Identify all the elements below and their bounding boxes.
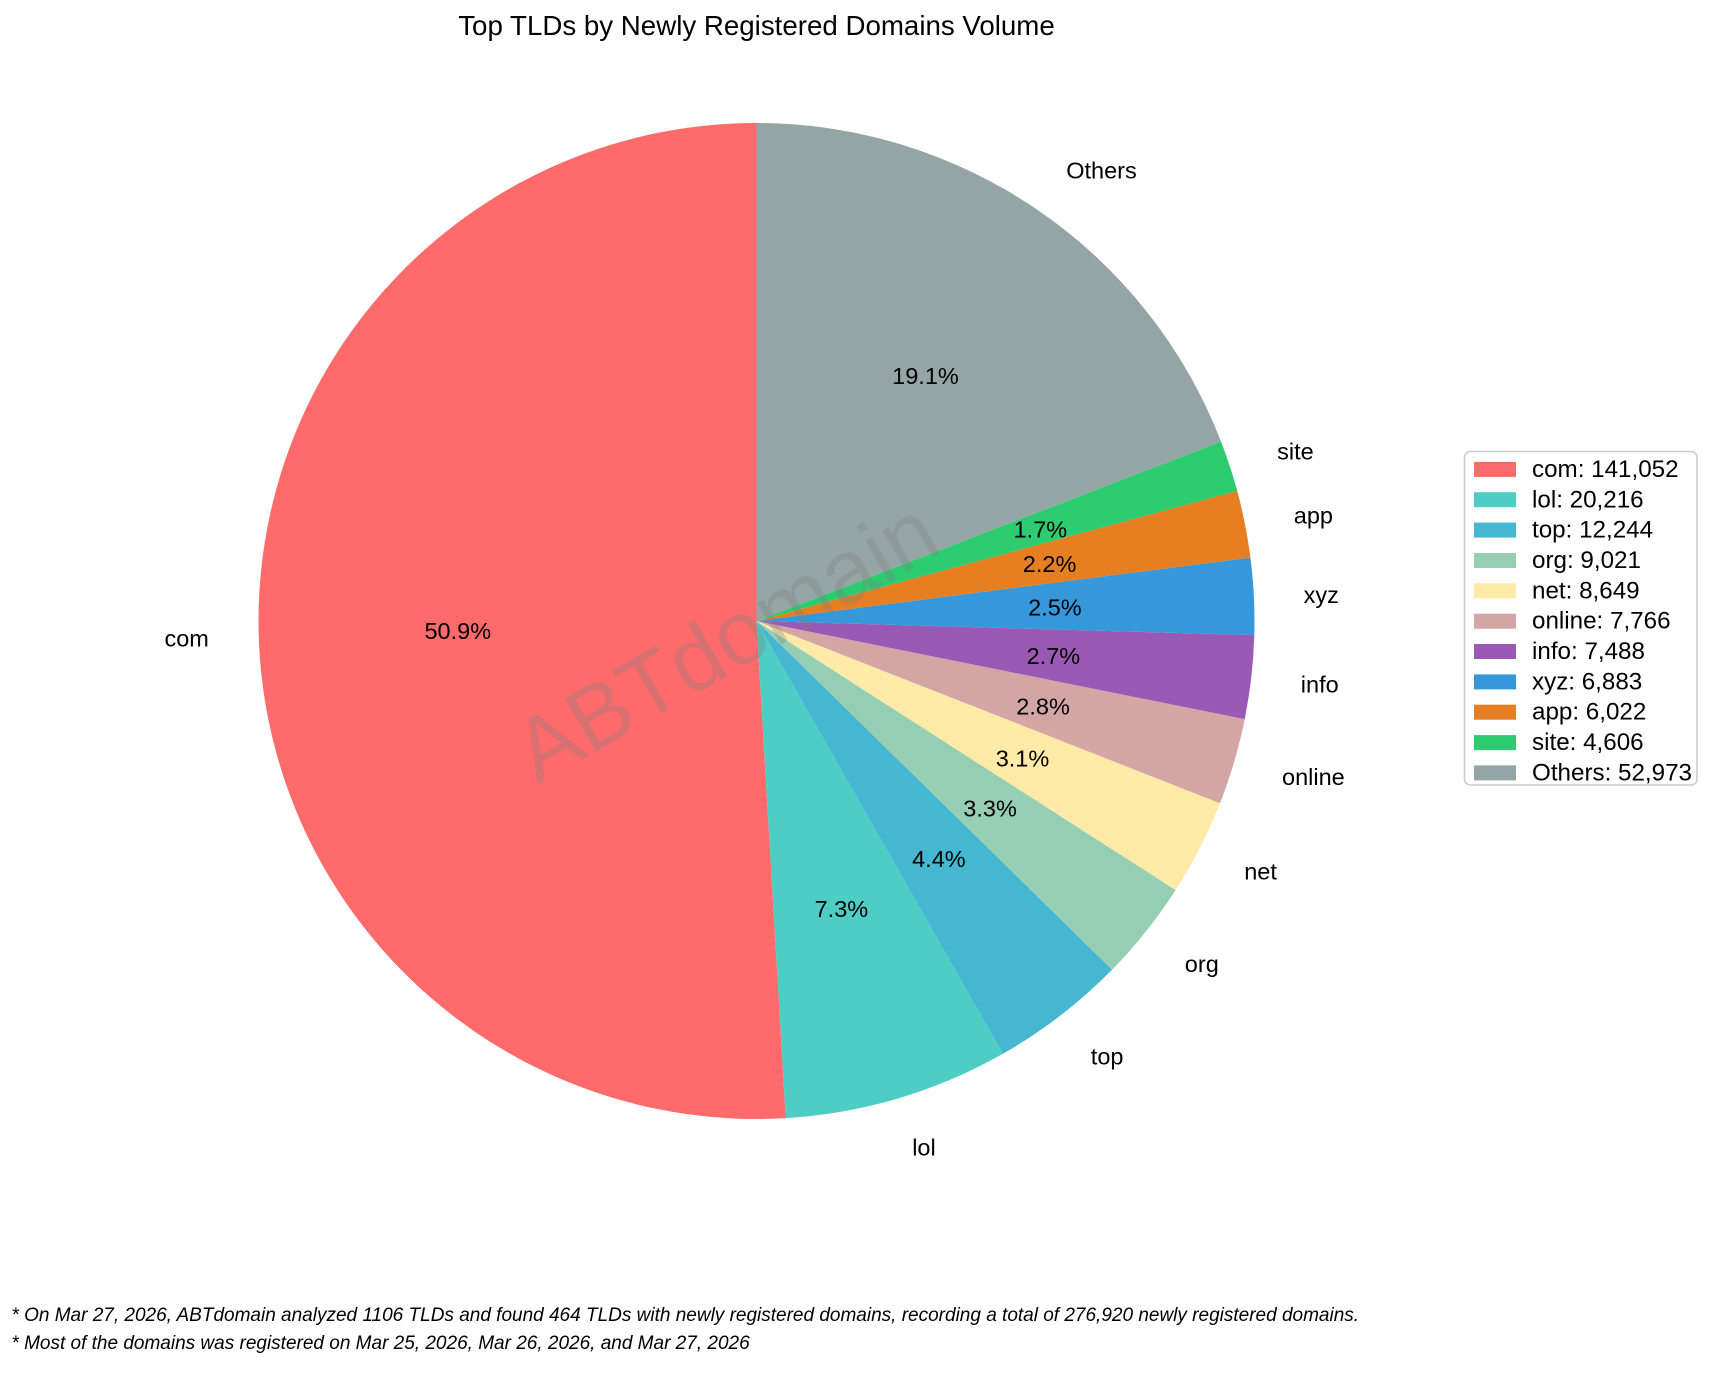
svg-text:site: site bbox=[1277, 439, 1314, 465]
svg-text:lol: lol bbox=[912, 1135, 936, 1161]
svg-text:top: top bbox=[1091, 1043, 1124, 1069]
svg-text:app: 6,022: app: 6,022 bbox=[1532, 699, 1646, 726]
svg-text:3.1%: 3.1% bbox=[996, 745, 1050, 771]
svg-text:50.9%: 50.9% bbox=[424, 618, 491, 644]
svg-text:7.3%: 7.3% bbox=[815, 896, 869, 922]
svg-text:net: 8,649: net: 8,649 bbox=[1532, 577, 1640, 604]
svg-text:Others: 52,973: Others: 52,973 bbox=[1532, 759, 1692, 786]
svg-text:app: app bbox=[1294, 503, 1333, 529]
svg-text:site: 4,606: site: 4,606 bbox=[1532, 729, 1644, 756]
svg-text:Others: Others bbox=[1066, 158, 1137, 184]
svg-text:online: 7,766: online: 7,766 bbox=[1532, 608, 1671, 635]
svg-text:info: 7,488: info: 7,488 bbox=[1532, 638, 1645, 665]
svg-text:com: 141,052: com: 141,052 bbox=[1532, 456, 1679, 483]
svg-text:2.5%: 2.5% bbox=[1028, 595, 1082, 621]
svg-text:com: com bbox=[164, 625, 208, 651]
svg-text:1.7%: 1.7% bbox=[1014, 516, 1068, 542]
svg-text:net: net bbox=[1244, 859, 1277, 885]
svg-text:2.2%: 2.2% bbox=[1023, 551, 1077, 577]
svg-text:info: info bbox=[1301, 671, 1339, 697]
svg-text:3.3%: 3.3% bbox=[963, 796, 1017, 822]
svg-text:lol: 20,216: lol: 20,216 bbox=[1532, 486, 1644, 513]
svg-text:xyz: 6,883: xyz: 6,883 bbox=[1532, 668, 1642, 695]
svg-text:xyz: xyz bbox=[1304, 582, 1339, 608]
svg-text:online: online bbox=[1282, 764, 1345, 790]
svg-text:* Most of the domains was regi: * Most of the domains was registered on … bbox=[11, 1333, 750, 1354]
svg-text:* On Mar 27, 2026, ABTdomain a: * On Mar 27, 2026, ABTdomain analyzed 11… bbox=[11, 1305, 1359, 1326]
svg-text:2.7%: 2.7% bbox=[1027, 643, 1081, 669]
svg-text:2.8%: 2.8% bbox=[1016, 694, 1070, 720]
svg-text:top: 12,244: top: 12,244 bbox=[1532, 517, 1653, 544]
svg-text:org: org bbox=[1185, 951, 1219, 977]
svg-text:4.4%: 4.4% bbox=[912, 846, 966, 872]
svg-text:Top TLDs by Newly Registered D: Top TLDs by Newly Registered Domains Vol… bbox=[458, 10, 1055, 41]
svg-text:org: 9,021: org: 9,021 bbox=[1532, 547, 1641, 574]
svg-text:19.1%: 19.1% bbox=[892, 363, 959, 389]
